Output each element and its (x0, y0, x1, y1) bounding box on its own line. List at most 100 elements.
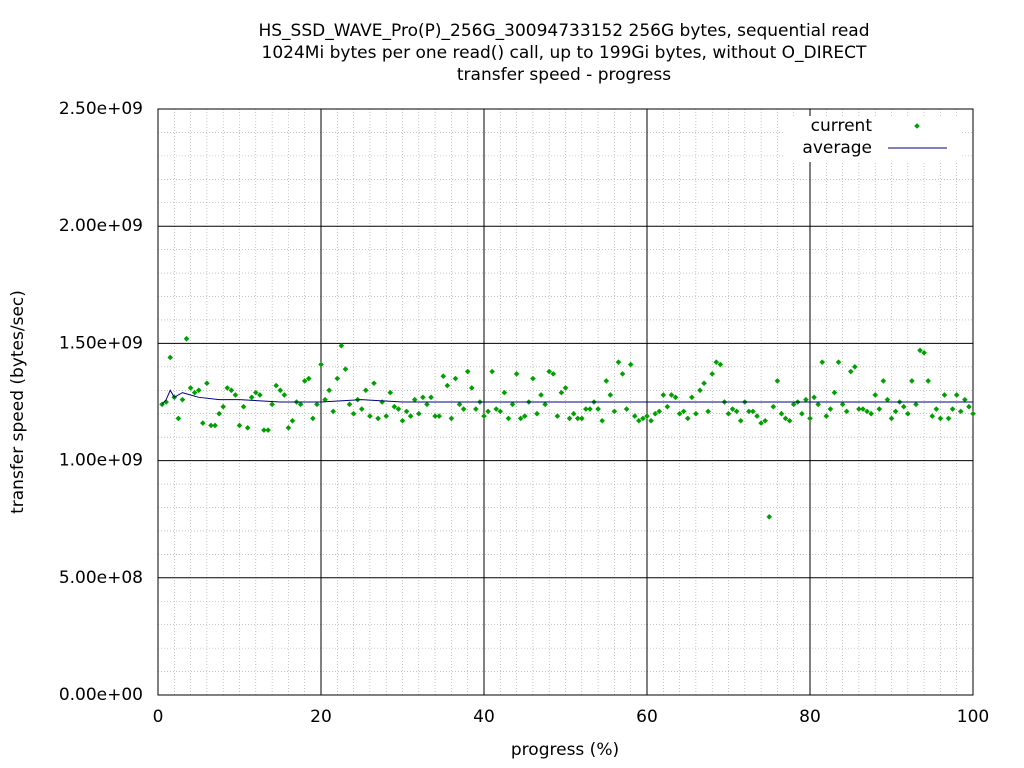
data-point (860, 406, 866, 412)
data-point (395, 406, 402, 412)
data-point (957, 408, 964, 415)
data-point (905, 410, 911, 417)
data-point (204, 380, 210, 387)
legend-box (785, 116, 960, 162)
data-point (864, 408, 870, 415)
data-point (782, 415, 789, 422)
data-point (827, 406, 834, 412)
data-point (399, 417, 406, 424)
data-point (452, 375, 459, 382)
data-point (371, 380, 377, 387)
data-point (358, 406, 365, 412)
data-point (566, 415, 573, 422)
data-point (411, 396, 418, 403)
data-point (530, 375, 536, 382)
data-point (839, 401, 846, 408)
data-point (212, 422, 218, 429)
data-point (244, 424, 251, 431)
data-point (558, 389, 565, 396)
data-point (872, 392, 878, 398)
data-point (770, 403, 777, 410)
data-point (493, 406, 500, 412)
y-axis-label: transfer speed (bytes/sec) (8, 290, 28, 514)
data-point (550, 371, 557, 377)
data-point (301, 378, 308, 384)
data-point (909, 378, 915, 384)
data-point (334, 375, 341, 382)
data-point (717, 361, 724, 368)
data-point (257, 392, 263, 398)
data-point (456, 401, 463, 408)
data-point (195, 387, 202, 394)
data-point (786, 417, 793, 424)
data-point (945, 415, 952, 422)
data-point (778, 410, 785, 417)
data-point (843, 408, 850, 415)
data-point (615, 359, 622, 365)
data-point (807, 415, 813, 422)
data-point (803, 396, 809, 403)
data-point (314, 401, 320, 408)
data-point (852, 364, 858, 370)
data-point (648, 417, 654, 424)
data-point (680, 408, 687, 415)
data-point (387, 389, 394, 396)
data-point (933, 406, 940, 412)
data-point (534, 410, 540, 417)
data-point (440, 373, 447, 380)
data-point (220, 403, 226, 410)
data-point (709, 371, 715, 377)
data-point (416, 410, 422, 417)
data-point (261, 427, 267, 433)
data-point (460, 406, 467, 412)
data-point (269, 401, 275, 408)
data-point (574, 415, 581, 422)
data-point (880, 378, 887, 384)
data-point (342, 366, 349, 372)
data-point (240, 403, 247, 410)
data-point (737, 417, 744, 424)
data-point (513, 371, 520, 377)
data-point (391, 403, 398, 410)
data-point (750, 408, 756, 415)
data-point (407, 413, 414, 419)
data-point (856, 406, 862, 412)
data-point (892, 408, 899, 415)
data-point (521, 413, 528, 419)
data-point (705, 408, 711, 415)
data-point (684, 415, 691, 422)
data-point (660, 392, 667, 398)
data-point (636, 417, 642, 424)
data-point (305, 375, 312, 382)
data-point (346, 401, 353, 408)
data-point (611, 408, 618, 415)
data-point (383, 413, 389, 419)
data-point (285, 424, 292, 431)
data-point (762, 417, 768, 424)
data-point (318, 361, 324, 368)
data-point (444, 382, 451, 389)
data-point (224, 385, 231, 391)
data-point (187, 385, 194, 391)
data-point (473, 406, 479, 412)
data-point (232, 392, 239, 398)
y-tick-label: 1.50e+09 (59, 333, 143, 353)
data-point (697, 387, 703, 394)
data-point (656, 408, 663, 415)
data-point (884, 396, 891, 403)
data-point (929, 413, 936, 419)
data-point (464, 368, 471, 375)
data-point (587, 406, 593, 412)
data-point (200, 420, 206, 426)
data-point (562, 385, 569, 391)
y-tick-label: 1.00e+09 (59, 451, 143, 471)
data-point (579, 415, 585, 422)
data-point (917, 347, 923, 354)
data-point (501, 389, 508, 396)
chart-title: HS_SSD_WAVE_Pro(P)_256G_30094733152 256G… (258, 21, 869, 41)
data-point (546, 368, 552, 375)
data-point (815, 401, 821, 408)
data-point (623, 406, 630, 412)
data-point (310, 415, 316, 422)
